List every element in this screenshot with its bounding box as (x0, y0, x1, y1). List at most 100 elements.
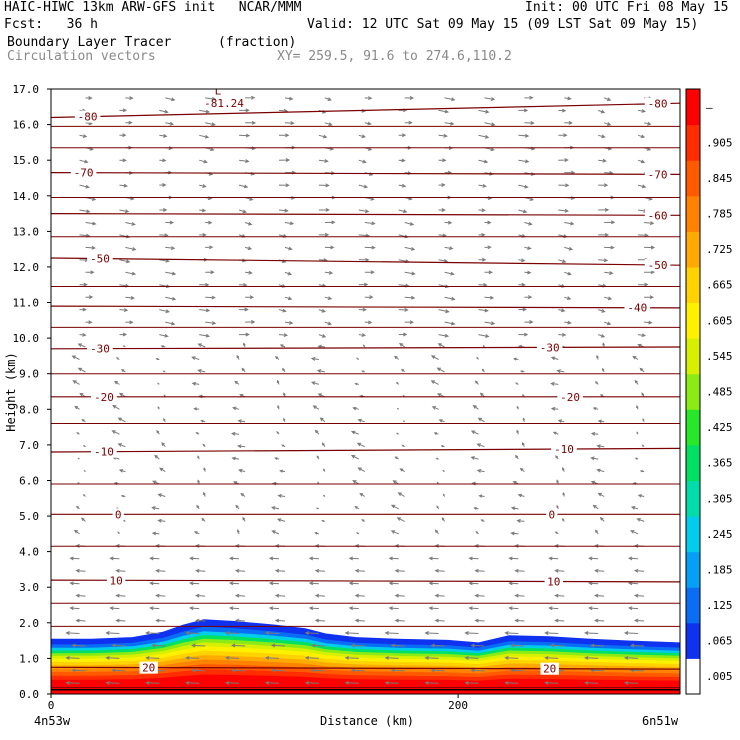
field-units-tracer: (fraction) (218, 35, 297, 50)
circulation-vector-491 (518, 282, 526, 287)
circulation-vector-79 (234, 618, 246, 623)
circulation-vector-32 (145, 656, 160, 660)
circulation-vector-152 (149, 556, 160, 561)
circulation-vector-138 (195, 568, 206, 573)
circulation-vector-706 (125, 96, 134, 101)
circulation-vector-680 (284, 121, 295, 125)
y-tick-label-1: 1.0 (19, 652, 39, 665)
circulation-vector-93 (189, 606, 200, 611)
circulation-vector-641 (518, 159, 530, 164)
y-tick-label-5: 5.0 (19, 510, 39, 523)
circulation-vector-329 (642, 418, 645, 422)
circulation-vector-274 (231, 456, 240, 461)
circulation-vector-307 (350, 430, 359, 435)
colorbar-label-12: .725 (706, 243, 733, 256)
circulation-vector-709 (245, 95, 256, 100)
circulation-vector-103 (588, 606, 599, 611)
circulation-vector-454 (239, 307, 249, 312)
circulation-vector-128 (388, 581, 399, 586)
circulation-vector-195 (80, 517, 86, 522)
circulation-vector-220 (473, 507, 479, 510)
circulation-vector-110 (274, 593, 286, 598)
circulation-vector-331 (112, 405, 120, 410)
circulation-vector-312 (552, 431, 559, 435)
circulation-vector-292 (356, 442, 366, 448)
circulation-vector-339 (431, 406, 439, 410)
circulation-vector-83 (394, 618, 405, 623)
circulation-vector-469 (245, 295, 255, 300)
circulation-vector-305 (276, 431, 280, 435)
circulation-vector-686 (524, 121, 535, 125)
circulation-vector-447 (564, 320, 572, 325)
circulation-vector-362 (157, 382, 160, 385)
circulation-vector-612 (558, 183, 570, 188)
circulation-vector-705 (85, 96, 93, 100)
circulation-vector-685 (484, 122, 496, 127)
colorbar-swatch-7 (686, 409, 700, 446)
circulation-vector-288 (202, 443, 206, 448)
circulation-vector-317 (163, 417, 166, 423)
contour-annotation-1: -81.24 (204, 97, 244, 110)
temp-contour-label-bg-7-1 (644, 258, 671, 271)
temp-contour-label-2-1: 0 (548, 508, 555, 521)
colorbar-label-7: .425 (706, 421, 733, 434)
temp-contour-label-10-1: -80 (648, 98, 668, 111)
circulation-vector-311 (516, 429, 519, 435)
circulation-vector-665 (279, 133, 290, 138)
temp-contour-label-7-1: -50 (648, 259, 668, 272)
temp-contour-label-bg-10-1 (644, 97, 671, 110)
circulation-vector-20 (270, 668, 286, 673)
circulation-vector-505 (484, 270, 493, 275)
temp-contour-8 (51, 213, 680, 216)
circulation-vector-386 (520, 370, 525, 373)
circulation-vector-472 (364, 295, 374, 300)
circulation-vector-75 (75, 618, 86, 623)
circulation-vector-257 (159, 467, 166, 473)
circulation-vector-415 (482, 344, 485, 348)
circulation-vector-276 (316, 455, 320, 460)
circulation-vector-718 (604, 97, 612, 101)
circulation-vector-285 (82, 445, 86, 448)
circulation-vector-44 (623, 656, 639, 660)
circulation-vector-452 (159, 309, 171, 314)
circulation-vector-638 (398, 158, 406, 163)
colorbar-swatch-4 (686, 516, 700, 553)
temp-contour-label-2-0: 0 (115, 508, 122, 521)
circulation-vector-461 (518, 307, 527, 312)
y-tick-label-13: 13.0 (13, 225, 40, 238)
circulation-vector-58 (590, 643, 605, 648)
circulation-vector-333 (193, 407, 200, 411)
circulation-vector-212 (151, 506, 160, 510)
circulation-vector-256 (118, 469, 126, 473)
circulation-vector-483 (199, 282, 210, 287)
circulation-vector-667 (358, 134, 366, 139)
circulation-vector-158 (388, 556, 399, 561)
circulation-vector-453 (199, 308, 211, 313)
circulation-vector-191 (510, 531, 519, 536)
circulation-vector-140 (274, 568, 286, 573)
circulation-vector-310 (470, 430, 479, 435)
circulation-vector-303 (195, 432, 200, 435)
circulation-vector-403 (596, 354, 599, 360)
circulation-vector-427 (358, 333, 366, 337)
temp-contour-label-5-0: -30 (90, 343, 110, 356)
circulation-vector-219 (436, 505, 440, 510)
circulation-vector-208 (599, 516, 605, 522)
circulation-vector-533 (404, 246, 416, 251)
circulation-vector-63 (185, 631, 200, 635)
circulation-vector-286 (117, 443, 126, 448)
temp-contour-1 (51, 579, 680, 583)
circulation-vector-382 (361, 370, 365, 373)
circulation-vector-600 (79, 184, 90, 189)
circulation-vector-15 (71, 668, 86, 673)
circulation-vector-410 (279, 344, 286, 348)
circulation-vector-81 (314, 618, 325, 623)
temp-contour-label-10-0: -80 (78, 111, 98, 124)
circulation-vector-455 (278, 308, 287, 313)
circulation-vector-98 (388, 606, 399, 611)
temp-contour-label-4-0: -20 (94, 391, 114, 404)
circulation-vector-529 (244, 246, 253, 251)
circulation-vector-474 (444, 296, 456, 301)
circulation-vector-636 (318, 159, 329, 163)
y-tick-label-12: 12.0 (13, 261, 40, 274)
